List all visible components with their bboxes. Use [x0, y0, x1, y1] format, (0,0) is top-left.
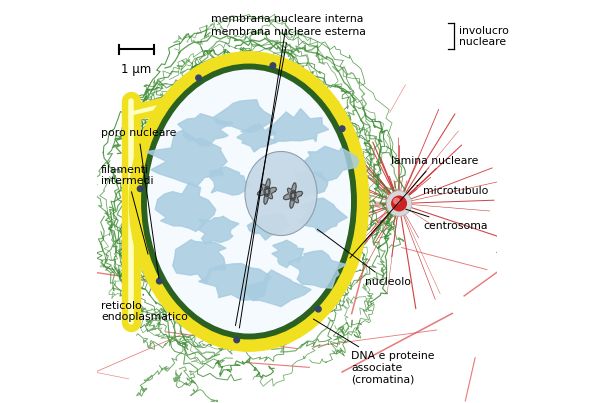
Polygon shape	[247, 213, 289, 240]
Circle shape	[386, 191, 412, 216]
Text: filamenti
intermedi: filamenti intermedi	[101, 165, 153, 254]
Text: involucro
nucleare: involucro nucleare	[460, 26, 510, 48]
Ellipse shape	[140, 219, 150, 248]
Polygon shape	[272, 240, 304, 268]
Text: centrosoma: centrosoma	[406, 209, 488, 231]
Text: poro nucleare: poro nucleare	[101, 129, 176, 278]
Polygon shape	[173, 240, 226, 284]
Polygon shape	[287, 251, 346, 288]
Polygon shape	[304, 146, 359, 181]
Polygon shape	[257, 179, 277, 204]
Circle shape	[137, 186, 143, 191]
Text: lamina nucleare: lamina nucleare	[350, 156, 478, 258]
Text: reticolo
endoplasmatico: reticolo endoplasmatico	[101, 294, 188, 322]
Ellipse shape	[142, 223, 148, 244]
Polygon shape	[267, 108, 328, 142]
Polygon shape	[155, 183, 216, 231]
Circle shape	[234, 337, 239, 343]
Circle shape	[156, 278, 162, 284]
Polygon shape	[297, 198, 347, 233]
Polygon shape	[294, 170, 328, 197]
Polygon shape	[198, 264, 271, 300]
Circle shape	[393, 197, 400, 205]
Polygon shape	[213, 100, 274, 133]
Text: membrana nucleare esterna: membrana nucleare esterna	[211, 27, 366, 326]
Circle shape	[270, 63, 276, 69]
Polygon shape	[237, 124, 277, 152]
Ellipse shape	[147, 69, 351, 334]
Circle shape	[339, 126, 345, 131]
Text: membrana nucleare interna: membrana nucleare interna	[211, 14, 364, 328]
Polygon shape	[146, 130, 227, 187]
Text: 1 μm: 1 μm	[121, 63, 151, 77]
Polygon shape	[242, 270, 311, 307]
Ellipse shape	[135, 57, 363, 346]
Text: DNA e proteine
associate
(cromatina): DNA e proteine associate (cromatina)	[314, 319, 435, 384]
Polygon shape	[283, 183, 303, 208]
Circle shape	[315, 306, 321, 312]
Ellipse shape	[245, 152, 317, 235]
Polygon shape	[198, 216, 239, 244]
Circle shape	[196, 75, 201, 81]
Text: nucleolo: nucleolo	[317, 229, 411, 287]
Polygon shape	[178, 114, 233, 146]
Circle shape	[391, 195, 407, 212]
Text: microtubulo: microtubulo	[417, 185, 488, 197]
Polygon shape	[210, 167, 252, 195]
